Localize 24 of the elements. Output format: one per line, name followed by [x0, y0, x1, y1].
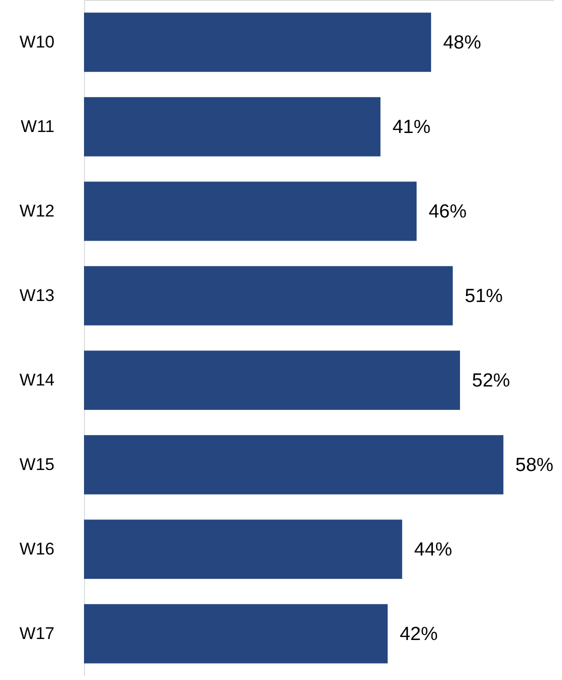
y-tick-label: W16: [20, 539, 54, 558]
bar: [84, 350, 460, 410]
y-tick-label: W12: [20, 201, 54, 220]
data-label: 52%: [472, 370, 510, 392]
bar: [84, 266, 453, 326]
data-label: 58%: [515, 454, 554, 476]
data-label: 42%: [400, 624, 438, 645]
y-tick-label: W14: [20, 370, 54, 390]
y-tick-label: W10: [20, 32, 54, 52]
data-label: 51%: [464, 286, 503, 307]
y-tick-label: W13: [20, 286, 54, 305]
y-tick-label: W11: [20, 116, 54, 136]
y-tick-label: W17: [20, 624, 54, 643]
data-label: 48%: [443, 32, 482, 54]
data-label: 41%: [392, 116, 431, 138]
bar: [84, 604, 388, 664]
data-label: 44%: [414, 539, 452, 560]
bar: [84, 12, 432, 72]
bar: [84, 520, 402, 579]
y-tick-label: W15: [20, 454, 54, 474]
data-label: 46%: [428, 201, 467, 222]
bar: [84, 97, 380, 156]
bar: [84, 182, 417, 241]
bar: [84, 435, 504, 494]
